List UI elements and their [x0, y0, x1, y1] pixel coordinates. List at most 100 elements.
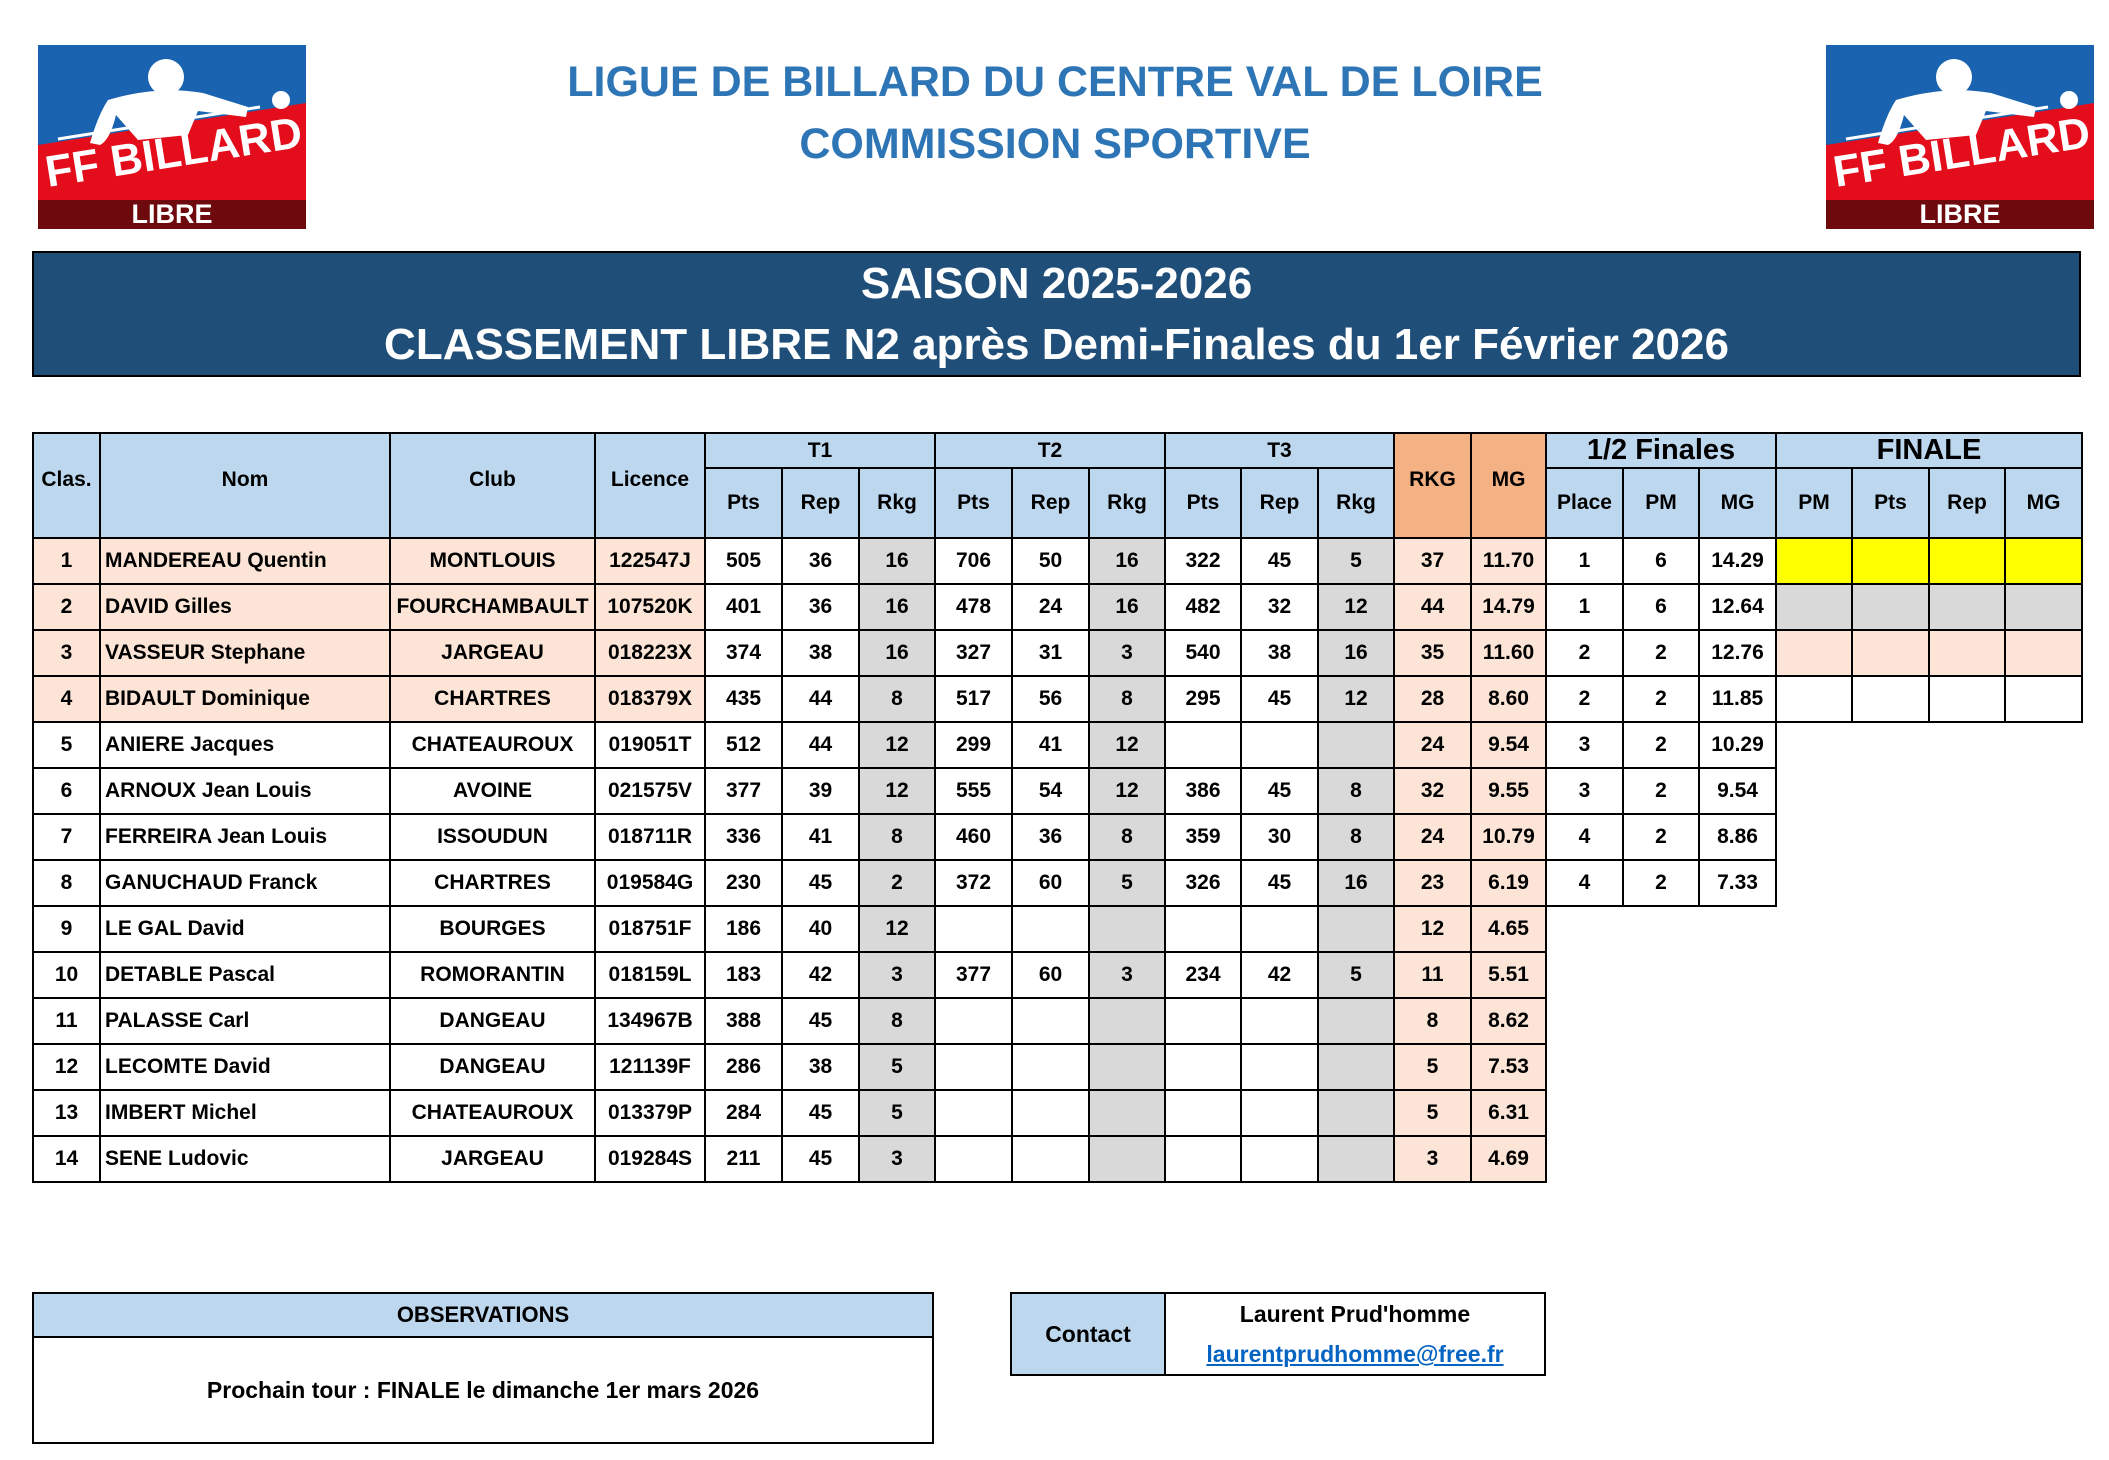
cell-t3-pts: [1164, 905, 1242, 953]
cell-t2-rkg: [1088, 905, 1166, 953]
empty-cell: [2005, 1090, 2082, 1136]
table-row: 1 MANDEREAU Quentin MONTLOUIS 122547J 505 36 1…: [32, 537, 2083, 585]
cell-t3-rep: 45: [1240, 675, 1319, 723]
cell-t2-pts: 327: [934, 629, 1013, 677]
empty-cell: [1699, 1044, 1776, 1090]
empty-cell: [1929, 906, 2005, 952]
cell-nom: MANDEREAU Quentin: [99, 537, 391, 585]
cell-t3-rep: [1240, 721, 1319, 769]
cell-t2-rkg: 8: [1088, 813, 1166, 861]
empty-cell: [1699, 1090, 1776, 1136]
cell-t3-rkg: 8: [1317, 813, 1395, 861]
cell-nom: ANIERE Jacques: [99, 721, 391, 769]
cell-t1-rkg: 12: [858, 905, 936, 953]
cell-finale-pts: [1851, 583, 1930, 631]
cell-finale-rep: [1928, 629, 2006, 677]
cell-nom: PALASSE Carl: [99, 997, 391, 1045]
cell-club: CHARTRES: [389, 675, 596, 723]
header-t1-sub: Rkg: [858, 467, 936, 539]
cell-rkg: 11: [1393, 951, 1472, 999]
cell-clas: 3: [32, 629, 101, 677]
contact-name: Laurent Prud'homme: [1239, 1301, 1471, 1327]
cell-t1-pts: 374: [704, 629, 783, 677]
empty-cell: [1776, 952, 1852, 998]
cell-t1-rep: 45: [781, 997, 860, 1045]
cell-licence: 121139F: [594, 1043, 706, 1091]
empty-cell: [1776, 906, 1852, 952]
cell-licence: 018159L: [594, 951, 706, 999]
empty-cell: [1776, 998, 1852, 1044]
header-club: Club: [389, 432, 596, 539]
cell-mg: 14.79: [1470, 583, 1547, 631]
cell-demi-pm: 6: [1622, 537, 1700, 585]
cell-demi-place: 3: [1545, 767, 1624, 815]
cell-t3-rkg: 5: [1317, 537, 1395, 585]
cell-t1-pts: 186: [704, 905, 783, 953]
empty-cell: [1546, 1136, 1623, 1182]
empty-cell: [1699, 1136, 1776, 1182]
cell-clas: 5: [32, 721, 101, 769]
cell-rkg: 5: [1393, 1043, 1472, 1091]
table-row: 14 SENE Ludovic JARGEAU 019284S 211 45 3 3 4.69: [32, 1135, 2082, 1183]
cell-t1-rkg: 3: [858, 951, 936, 999]
cell-nom: GANUCHAUD Franck: [99, 859, 391, 907]
cell-mg: 10.79: [1470, 813, 1547, 861]
empty-cell: [1929, 768, 2005, 814]
empty-cell: [2005, 1044, 2082, 1090]
table-row: 5 ANIERE Jacques CHATEAUROUX 019051T 512 44 12…: [32, 721, 2082, 769]
cell-t3-rkg: [1317, 1043, 1395, 1091]
header-finale-sub: Pts: [1851, 467, 1930, 539]
cell-t2-rep: 60: [1011, 859, 1090, 907]
empty-cell: [1546, 1090, 1623, 1136]
cell-t2-rkg: 3: [1088, 629, 1166, 677]
cell-t3-rkg: 12: [1317, 583, 1395, 631]
cell-t3-rkg: 8: [1317, 767, 1395, 815]
cell-t3-rep: [1240, 997, 1319, 1045]
cell-t3-pts: 540: [1164, 629, 1242, 677]
table-row: 12 LECOMTE David DANGEAU 121139F 286 38 5 5 7.53: [32, 1043, 2082, 1091]
header-t1: T1: [704, 432, 936, 469]
header-demi-finales: 1/2 Finales: [1545, 432, 1777, 469]
cell-t3-pts: [1164, 1089, 1242, 1137]
empty-cell: [1929, 1090, 2005, 1136]
cell-demi-pm: 2: [1622, 675, 1700, 723]
cell-t2-rep: 54: [1011, 767, 1090, 815]
empty-cell: [1776, 768, 1852, 814]
cell-mg: 8.62: [1470, 997, 1547, 1045]
cell-t2-rkg: 8: [1088, 675, 1166, 723]
cell-licence: 122547J: [594, 537, 706, 585]
header-t3: T3: [1164, 432, 1395, 469]
empty-cell: [1623, 952, 1699, 998]
cell-nom: LE GAL David: [99, 905, 391, 953]
cell-t2-rkg: 5: [1088, 859, 1166, 907]
empty-cell: [1623, 1044, 1699, 1090]
cell-finale-pm: [1775, 583, 1853, 631]
cell-t2-rkg: [1088, 1043, 1166, 1091]
cell-t1-rep: 45: [781, 1135, 860, 1183]
empty-cell: [1776, 722, 1852, 768]
cell-demi-pm: 6: [1622, 583, 1700, 631]
empty-cell: [1699, 906, 1776, 952]
cell-t2-pts: [934, 1089, 1013, 1137]
cell-rkg: 32: [1393, 767, 1472, 815]
cell-demi-mg: 12.76: [1698, 629, 1777, 677]
contact-email-link[interactable]: laurentprudhomme@free.fr: [1206, 1341, 1504, 1367]
header-t2: T2: [934, 432, 1166, 469]
empty-cell: [1776, 1090, 1852, 1136]
cell-mg: 8.60: [1470, 675, 1547, 723]
cell-rkg: 8: [1393, 997, 1472, 1045]
empty-cell: [1852, 768, 1929, 814]
ranking-table: Clas. Nom Club Licence T1 T2 T3 RKG MG 1/2 Finale…: [32, 432, 2083, 1183]
empty-cell: [1623, 1090, 1699, 1136]
cell-nom: VASSEUR Stephane: [99, 629, 391, 677]
cell-t1-rkg: 12: [858, 721, 936, 769]
empty-cell: [1776, 860, 1852, 906]
cell-demi-place: 2: [1545, 675, 1624, 723]
empty-cell: [1852, 998, 1929, 1044]
empty-cell: [1929, 1136, 2005, 1182]
cell-mg: 11.60: [1470, 629, 1547, 677]
cell-nom: DETABLE Pascal: [99, 951, 391, 999]
cell-finale-mg: [2004, 537, 2083, 585]
cell-t3-rep: 42: [1240, 951, 1319, 999]
empty-cell: [1623, 1136, 1699, 1182]
